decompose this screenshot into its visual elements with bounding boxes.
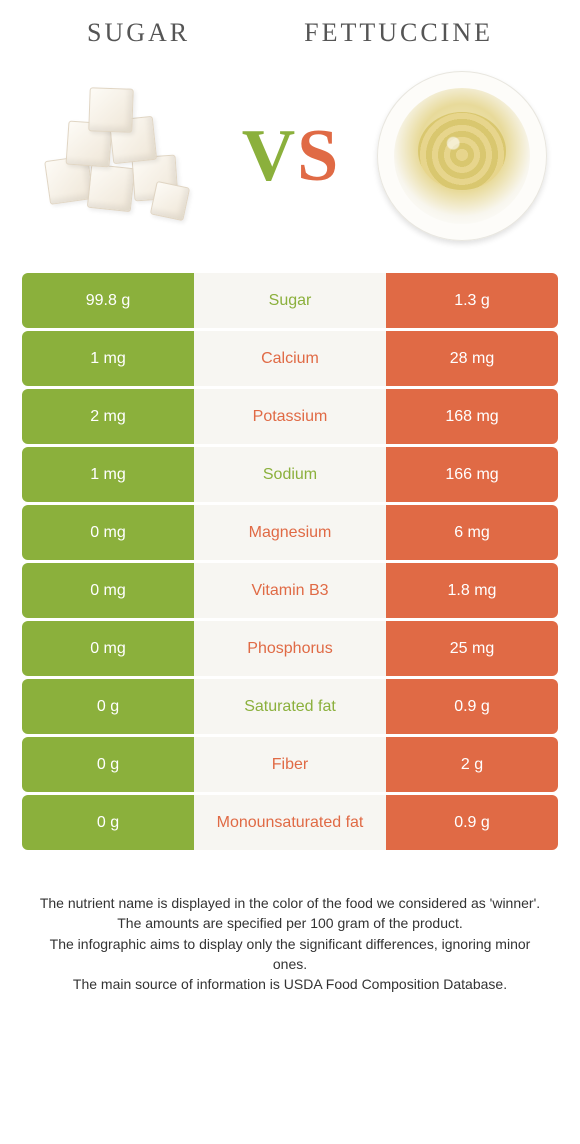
right-food-image bbox=[375, 68, 550, 243]
nutrient-label-cell: Saturated fat bbox=[194, 679, 386, 734]
comparison-table: 99.8 gSugar1.3 g1 mgCalcium28 mg2 mgPota… bbox=[0, 273, 580, 853]
nutrient-label-cell: Sodium bbox=[194, 447, 386, 502]
left-food-image bbox=[30, 68, 205, 243]
left-value-cell: 0 mg bbox=[22, 621, 194, 676]
infographic-container: Sugar Fettuccine V S 99.8 gSugar1.3 g1 m… bbox=[0, 0, 580, 1144]
right-value-cell: 0.9 g bbox=[386, 679, 558, 734]
right-value-cell: 1.8 mg bbox=[386, 563, 558, 618]
nutrient-label-cell: Magnesium bbox=[194, 505, 386, 560]
right-value-cell: 2 g bbox=[386, 737, 558, 792]
footnotes: The nutrient name is displayed in the co… bbox=[0, 853, 580, 1014]
nutrient-label-cell: Monounsaturated fat bbox=[194, 795, 386, 850]
left-value-cell: 0 mg bbox=[22, 505, 194, 560]
footnote-line: The infographic aims to display only the… bbox=[34, 934, 546, 975]
table-row: 0 gMonounsaturated fat0.9 g bbox=[22, 795, 558, 850]
left-value-cell: 2 mg bbox=[22, 389, 194, 444]
right-value-cell: 25 mg bbox=[386, 621, 558, 676]
left-value-cell: 0 mg bbox=[22, 563, 194, 618]
table-row: 0 mgPhosphorus25 mg bbox=[22, 621, 558, 676]
footnote-line: The nutrient name is displayed in the co… bbox=[34, 893, 546, 913]
vs-letter-v: V bbox=[242, 119, 295, 193]
nutrient-label-cell: Phosphorus bbox=[194, 621, 386, 676]
header: Sugar Fettuccine bbox=[0, 0, 580, 58]
left-value-cell: 1 mg bbox=[22, 331, 194, 386]
table-row: 0 gSaturated fat0.9 g bbox=[22, 679, 558, 734]
vs-letter-s: S bbox=[297, 119, 338, 193]
right-value-cell: 1.3 g bbox=[386, 273, 558, 328]
left-value-cell: 99.8 g bbox=[22, 273, 194, 328]
table-row: 99.8 gSugar1.3 g bbox=[22, 273, 558, 328]
nutrient-label-cell: Vitamin B3 bbox=[194, 563, 386, 618]
left-value-cell: 0 g bbox=[22, 795, 194, 850]
table-row: 0 mgMagnesium6 mg bbox=[22, 505, 558, 560]
fettuccine-plate-icon bbox=[377, 71, 547, 241]
table-row: 2 mgPotassium168 mg bbox=[22, 389, 558, 444]
left-value-cell: 0 g bbox=[22, 737, 194, 792]
right-value-cell: 28 mg bbox=[386, 331, 558, 386]
table-row: 0 mgVitamin B31.8 mg bbox=[22, 563, 558, 618]
right-value-cell: 6 mg bbox=[386, 505, 558, 560]
right-value-cell: 0.9 g bbox=[386, 795, 558, 850]
right-value-cell: 168 mg bbox=[386, 389, 558, 444]
right-value-cell: 166 mg bbox=[386, 447, 558, 502]
nutrient-label-cell: Calcium bbox=[194, 331, 386, 386]
left-value-cell: 1 mg bbox=[22, 447, 194, 502]
footnote-line: The main source of information is USDA F… bbox=[34, 974, 546, 994]
left-food-title: Sugar bbox=[87, 18, 190, 48]
table-row: 1 mgCalcium28 mg bbox=[22, 331, 558, 386]
left-value-cell: 0 g bbox=[22, 679, 194, 734]
nutrient-label-cell: Sugar bbox=[194, 273, 386, 328]
vs-badge: V S bbox=[242, 119, 339, 193]
sugar-cubes-icon bbox=[43, 96, 193, 216]
table-row: 0 gFiber2 g bbox=[22, 737, 558, 792]
hero-row: V S bbox=[0, 58, 580, 273]
footnote-line: The amounts are specified per 100 gram o… bbox=[34, 913, 546, 933]
nutrient-label-cell: Fiber bbox=[194, 737, 386, 792]
table-row: 1 mgSodium166 mg bbox=[22, 447, 558, 502]
right-food-title: Fettuccine bbox=[304, 18, 493, 48]
nutrient-label-cell: Potassium bbox=[194, 389, 386, 444]
